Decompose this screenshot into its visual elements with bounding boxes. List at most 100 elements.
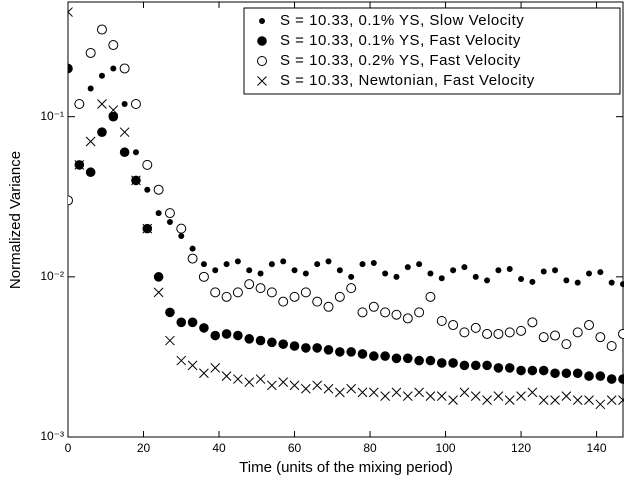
point [244,279,255,290]
point [336,267,343,274]
point [119,147,130,158]
point [459,387,470,398]
point [459,327,470,338]
point [187,360,198,371]
x-tick-label: 80 [363,441,377,455]
point [414,307,425,318]
point [527,387,538,398]
point [210,287,221,298]
point [438,275,445,282]
point [280,258,287,265]
point [402,391,413,401]
point [312,296,323,307]
point [493,391,504,401]
point [425,391,436,401]
point [144,186,151,193]
point [538,365,549,376]
point [493,328,504,339]
point [142,159,153,170]
point [153,184,164,195]
point [402,353,413,364]
legend-label: S = 10.33, 0.1% YS, Fast Velocity [280,32,521,49]
point [382,270,389,277]
point [436,391,447,401]
point [427,270,434,277]
point [108,111,119,122]
point [550,330,561,341]
plot-frame [67,1,624,438]
point [278,296,289,307]
point [301,343,311,353]
point [380,391,390,401]
point [574,279,581,286]
point [461,264,468,271]
point [529,278,536,285]
point [96,24,107,35]
point [572,395,583,405]
point [110,65,117,72]
point [540,268,547,275]
point [538,332,549,343]
point [187,253,198,264]
point [550,395,560,405]
point [85,167,96,178]
point [130,98,141,109]
point [268,261,275,268]
point [357,387,368,398]
legend-label: S = 10.33, 0.2% YS, Fast Velocity [280,52,521,69]
point [302,270,309,277]
x-tick-label: 60 [288,441,302,455]
legend-box [243,7,621,95]
point [448,320,459,331]
point [450,267,457,274]
point [563,277,570,284]
point [606,340,617,351]
point [506,265,513,272]
point [108,40,119,51]
point [606,395,617,405]
point [561,368,572,379]
point [74,160,85,170]
point [153,272,164,282]
point [495,267,502,274]
x-tick-label: 20 [137,441,151,455]
point [416,261,423,268]
point [414,387,424,398]
point [314,261,321,268]
point [436,358,447,368]
point [244,334,255,344]
x-tick-label: 0 [65,441,72,455]
point [470,322,481,333]
point [472,273,479,280]
point [312,343,322,353]
point [493,363,504,373]
point [267,337,277,348]
point [257,56,267,66]
point [323,345,334,355]
point [516,365,526,376]
point [470,360,481,371]
point [199,323,209,333]
point [98,72,105,79]
point [606,374,617,384]
point [289,380,300,391]
point [504,363,515,373]
point [246,267,253,274]
point [368,301,379,312]
point [516,325,527,336]
x-tick-label: 120 [511,441,531,455]
point [255,283,266,294]
point [414,355,424,366]
point [312,380,323,391]
point [266,287,277,298]
point [291,267,298,274]
point [369,351,379,361]
point [68,195,73,206]
point [210,330,221,341]
x-tick-label: 140 [587,441,607,455]
point [155,210,162,217]
point [166,218,173,225]
x-tick-label: 100 [436,441,456,455]
point [255,374,266,384]
